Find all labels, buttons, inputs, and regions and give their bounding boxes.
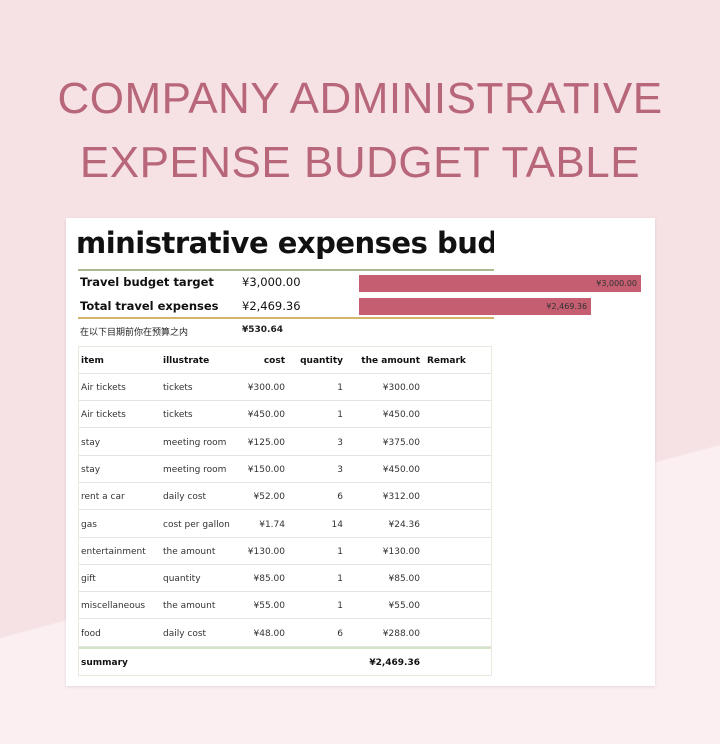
cell-item: Air tickets: [81, 383, 126, 393]
cell-cost: ¥125.00: [247, 437, 285, 448]
col-quantity: quantity: [300, 356, 343, 366]
cell-item: Air tickets: [81, 410, 126, 421]
cell-amount: ¥450.00: [382, 464, 420, 475]
col-cost: cost: [263, 356, 285, 366]
table-row: miscellaneous the amount ¥55.00 1 ¥55.00: [79, 592, 491, 620]
col-item: item: [81, 356, 104, 366]
cell-quantity: 3: [337, 464, 343, 475]
col-amount: the amount: [361, 356, 420, 366]
cell-illustrate: the amount: [163, 601, 216, 612]
cell-quantity: 1: [337, 574, 343, 585]
cell-amount: ¥312.00: [382, 492, 420, 503]
table-row: stay meeting room ¥125.00 3 ¥375.00: [79, 429, 491, 456]
cell-item: stay: [81, 437, 101, 448]
cell-item: rent a car: [81, 492, 125, 503]
cell-cost: ¥85.00: [253, 574, 286, 585]
cell-amount: ¥130.00: [382, 546, 420, 557]
cell-illustrate: meeting room: [163, 464, 227, 475]
cell-illustrate: tickets: [163, 383, 193, 393]
budget-target-bar: ¥3,000.00: [359, 275, 641, 292]
remaining-value: ¥530.64: [242, 325, 283, 335]
cell-amount: ¥288.00: [382, 628, 420, 639]
cell-item: stay: [81, 464, 101, 475]
table-row: gift quantity ¥85.00 1 ¥85.00: [79, 565, 491, 593]
budget-target-value: ¥3,000.00: [242, 275, 301, 289]
cell-illustrate: daily cost: [163, 492, 207, 503]
cell-item: gas: [81, 519, 97, 530]
summary-value: ¥2,469.36: [369, 658, 420, 668]
cell-quantity: 1: [337, 601, 343, 612]
table-header: item illustrate cost quantity the amount…: [79, 347, 491, 374]
cell-quantity: 6: [337, 628, 343, 639]
spreadsheet-card: ministrative expenses budg Travel budget…: [66, 218, 655, 686]
cell-cost: ¥52.00: [253, 492, 286, 503]
divider: [78, 317, 494, 319]
cell-amount: ¥300.00: [382, 383, 420, 393]
cell-amount: ¥24.36: [388, 519, 421, 530]
expense-table: item illustrate cost quantity the amount…: [78, 346, 492, 676]
table-row: gas cost per gallon ¥1.74 14 ¥24.36: [79, 511, 491, 538]
table-row: Air tickets tickets ¥450.00 1 ¥450.00: [79, 401, 491, 429]
cell-illustrate: quantity: [163, 574, 201, 585]
cell-cost: ¥130.00: [247, 546, 285, 557]
cell-item: miscellaneous: [81, 601, 146, 612]
cell-quantity: 3: [337, 437, 343, 448]
cell-quantity: 1: [337, 546, 343, 557]
cell-illustrate: daily cost: [163, 628, 207, 639]
page-title-line2: EXPENSE BUDGET TABLE: [79, 138, 641, 187]
remaining-label: 在以下目期前你在预算之内: [80, 328, 189, 338]
cell-cost: ¥300.00: [247, 383, 285, 393]
cell-quantity: 6: [337, 492, 343, 503]
page-title-line1: COMPANY ADMINISTRATIVE: [57, 74, 663, 123]
cell-cost: ¥1.74: [259, 519, 285, 530]
table-row: stay meeting room ¥150.00 3 ¥450.00: [79, 456, 491, 483]
cell-illustrate: cost per gallon: [163, 519, 230, 530]
cell-item: gift: [81, 574, 96, 585]
cell-illustrate: tickets: [163, 410, 193, 421]
col-illustrate: illustrate: [163, 356, 210, 366]
table-row: food daily cost ¥48.00 6 ¥288.00: [79, 620, 491, 647]
total-expenses-value: ¥2,469.36: [242, 299, 301, 313]
cell-quantity: 1: [337, 410, 343, 421]
budget-target-label: Travel budget target: [80, 275, 214, 289]
cell-amount: ¥375.00: [382, 437, 420, 448]
summary-row: summary ¥2,469.36: [79, 647, 491, 674]
col-remark: Remark: [427, 356, 466, 366]
cell-item: food: [81, 628, 101, 639]
cell-item: entertainment: [81, 546, 146, 557]
cell-illustrate: the amount: [163, 546, 216, 557]
cell-amount: ¥55.00: [388, 601, 421, 612]
cell-quantity: 14: [331, 519, 343, 530]
divider: [78, 269, 494, 271]
total-expenses-bar: ¥2,469.36: [359, 298, 592, 315]
table-row: entertainment the amount ¥130.00 1 ¥130.00: [79, 538, 491, 565]
cell-cost: ¥450.00: [247, 410, 285, 421]
cell-cost: ¥48.00: [253, 628, 286, 639]
cell-cost: ¥55.00: [253, 601, 286, 612]
summary-label: summary: [81, 658, 128, 668]
table-row: rent a car daily cost ¥52.00 6 ¥312.00: [79, 483, 491, 511]
cell-cost: ¥150.00: [247, 464, 285, 475]
total-expenses-label: Total travel expenses: [80, 299, 219, 313]
table-row: Air tickets tickets ¥300.00 1 ¥300.00: [79, 374, 491, 401]
cell-amount: ¥450.00: [382, 410, 420, 421]
cell-illustrate: meeting room: [163, 437, 227, 448]
cell-quantity: 1: [337, 383, 343, 393]
cell-amount: ¥85.00: [388, 574, 421, 585]
sheet-heading: ministrative expenses budg: [76, 226, 494, 260]
